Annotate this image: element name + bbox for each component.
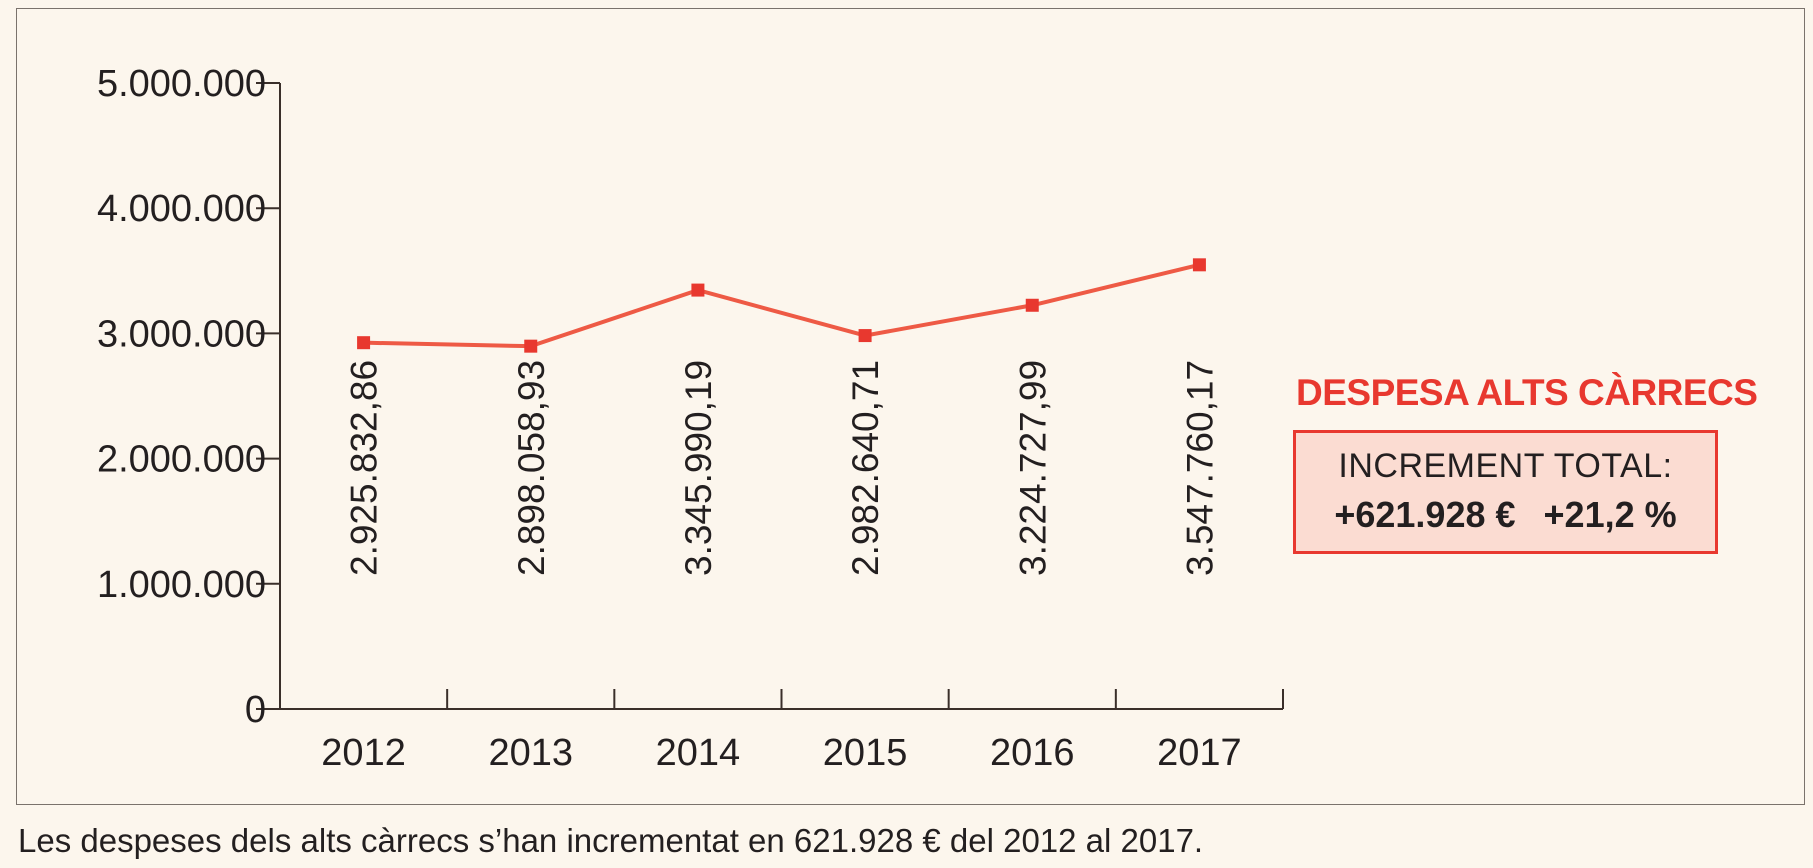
data-label: 2.982.640,71 [845, 360, 886, 576]
data-label: 3.345.990,19 [678, 360, 719, 576]
side-panel-title: DESPESA ALTS CÀRRECS [1296, 372, 1758, 413]
increment-percent: +21,2 % [1543, 494, 1677, 535]
x-tick-label: 2015 [823, 732, 908, 774]
data-label: 3.224.727,99 [1012, 360, 1053, 576]
y-tick-label: 3.000.000 [97, 313, 266, 355]
x-tick-label: 2012 [321, 732, 406, 774]
data-point [357, 336, 371, 350]
x-tick-label: 2014 [656, 732, 741, 774]
increment-total-box: INCREMENT TOTAL: +621.928 € +21,2 % [1293, 430, 1718, 554]
data-point [691, 283, 705, 297]
y-tick-label: 4.000.000 [97, 188, 266, 230]
x-tick-label: 2017 [1157, 732, 1242, 774]
increment-total-values: +621.928 € +21,2 % [1296, 494, 1715, 536]
y-tick-label: 0 [245, 689, 266, 731]
series-line [363, 262, 1200, 349]
data-point [858, 329, 872, 343]
x-tick-label: 2016 [990, 732, 1075, 774]
data-point [524, 339, 538, 353]
data-point [1025, 298, 1039, 312]
data-point [1192, 258, 1206, 272]
chart-frame [16, 8, 1805, 805]
data-label: 3.547.760,17 [1179, 360, 1220, 576]
line-chart: 0 1.000.000 2.000.000 3.000.000 4.000.000 5.0… [97, 63, 1284, 774]
increment-amount: +621.928 € [1334, 494, 1516, 535]
data-label: 2.925.832,86 [344, 360, 385, 576]
y-tick-label: 2.000.000 [97, 439, 266, 481]
y-tick-label: 5.000.000 [97, 63, 266, 105]
chart-caption: Les despeses dels alts càrrecs s’han inc… [18, 822, 1204, 859]
x-tick-label: 2013 [488, 732, 573, 774]
y-tick-label: 1.000.000 [97, 564, 266, 606]
data-label: 2.898.058,93 [511, 360, 552, 576]
increment-total-label: INCREMENT TOTAL: [1338, 447, 1673, 485]
